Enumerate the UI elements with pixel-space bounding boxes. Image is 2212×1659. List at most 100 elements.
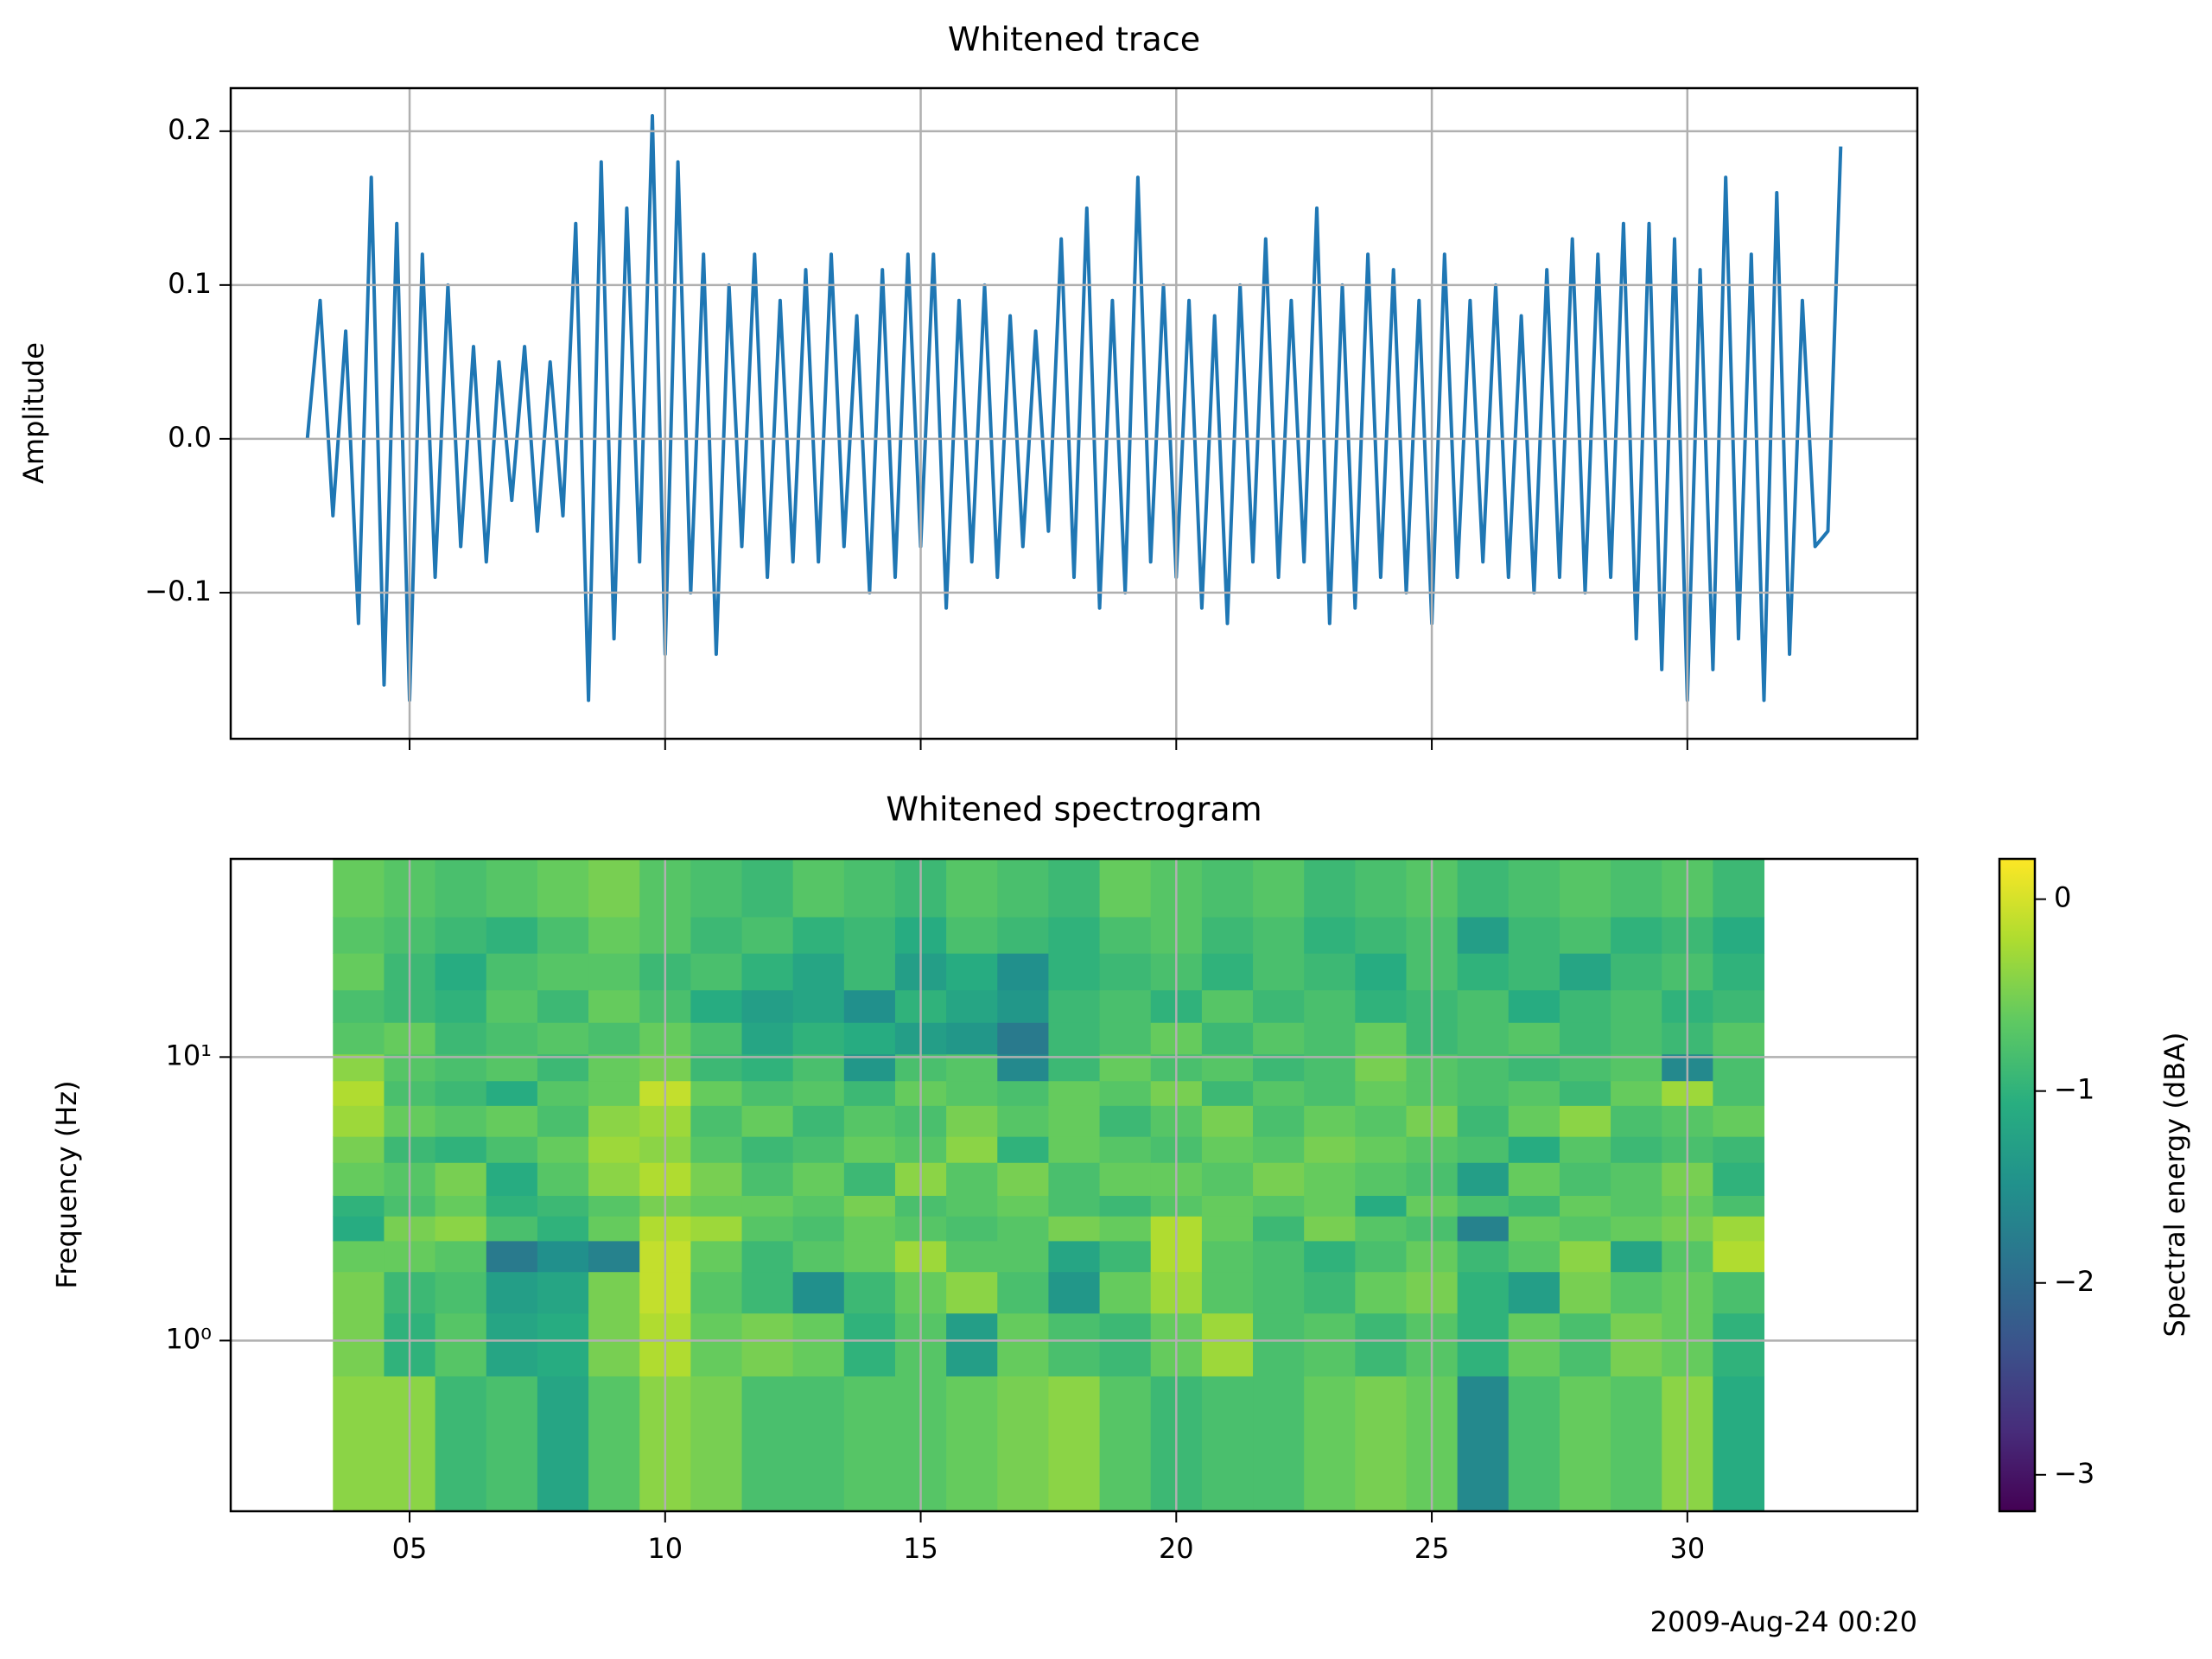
heatmap-cell [1508,1136,1560,1163]
heatmap-cell [1457,1376,1510,1512]
heatmap-cell [435,1136,487,1163]
heatmap-cell [690,1105,743,1137]
heatmap-cell [1048,1105,1101,1137]
heatmap-cell [741,1080,794,1106]
heatmap-cell [1611,989,1662,1023]
heatmap-cell [1508,1080,1560,1106]
heatmap-cell [1201,1195,1254,1217]
heatmap-cell [1559,953,1611,991]
heatmap-cell [690,1271,743,1314]
heatmap-cell [741,953,794,991]
heatmap-cell [843,1080,896,1106]
heatmap-cell [1048,1136,1101,1163]
heatmap-cell [1048,1162,1101,1196]
heatmap-cell [1253,1162,1305,1196]
heatmap-cell [333,1195,385,1217]
heatmap-cell [588,1105,640,1137]
heatmap-cell [1304,1216,1356,1242]
y-tick-label: 0.2 [168,113,212,146]
heatmap-cell [1611,1162,1662,1196]
heatmap-cell [1048,1240,1101,1273]
heatmap-cell [588,1271,640,1314]
heatmap-cell [1304,1240,1356,1273]
heatmap-cell [1048,989,1101,1023]
heatmap-cell [792,1022,845,1055]
heatmap-cell [997,1313,1049,1376]
heatmap-cell [1457,1022,1510,1055]
heatmap-cell [843,1195,896,1217]
heatmap-cell [1201,1376,1254,1512]
heatmap-cell [1457,953,1510,991]
heatmap-cell [1508,1313,1560,1376]
heatmap-cell [1508,1053,1560,1082]
y-axis-label: Amplitude [17,342,50,484]
heatmap-cell [690,1313,743,1376]
colorbar-tick-label: 0 [2054,881,2071,914]
heatmap-cell [997,1053,1049,1082]
heatmap-cell [1099,916,1152,954]
heatmap-cell [1457,916,1510,954]
heatmap-cell [946,1376,998,1512]
heatmap-cell [333,1105,385,1137]
heatmap-cell [1253,1022,1305,1055]
heatmap-cell [1713,953,1765,991]
heatmap-cell [843,1216,896,1242]
heatmap-cell [588,1240,640,1273]
heatmap-cell [1611,1376,1662,1512]
heatmap-cell [1508,1195,1560,1217]
heatmap-cell [741,1195,794,1217]
heatmap-cell [1355,916,1407,954]
heatmap-cell [946,1313,998,1376]
heatmap-cell [997,1136,1049,1163]
heatmap-cell [1559,859,1611,918]
heatmap-cell [1253,1216,1305,1242]
heatmap-cell [1611,859,1662,918]
heatmap-cell [1559,1053,1611,1082]
heatmap-cell [588,1136,640,1163]
heatmap-cell [1713,1216,1765,1242]
heatmap-cell [1559,989,1611,1023]
heatmap-cell [537,1080,589,1106]
heatmap-cell [1508,916,1560,954]
heatmap-cell [486,1022,538,1055]
heatmap-cell [333,1216,385,1242]
x-tick-label: 25 [1414,1532,1450,1565]
heatmap-cell [1201,1053,1254,1082]
heatmap-cell [1508,859,1560,918]
chart-title: Whitened spectrogram [886,791,1262,829]
y-tick-label: 0.0 [168,421,212,454]
heatmap-cell [792,1240,845,1273]
heatmap-cell [946,1080,998,1106]
heatmap-cell [1611,1313,1662,1376]
heatmap-cell [1355,1053,1407,1082]
heatmap-cell [435,1271,487,1314]
heatmap-cell [997,1376,1049,1512]
heatmap-cell [1099,1216,1152,1242]
heatmap-cell [1201,1271,1254,1314]
heatmap-cell [1611,1053,1662,1082]
heatmap-cell [1253,859,1305,918]
heatmap-cell [1253,1240,1305,1273]
colorbar-label: Spectral energy (dBA) [2158,1032,2191,1337]
heatmap-cell [1559,1216,1611,1242]
heatmap-cell [435,916,487,954]
heatmap-cell [741,989,794,1023]
heatmap-cell [537,1105,589,1137]
x-offset-label: 2009-Aug-24 00:20 [1650,1605,1917,1638]
heatmap-cell [1508,1240,1560,1273]
heatmap-cell [690,1216,743,1242]
heatmap-cell [1048,859,1101,918]
heatmap-cell [1304,1376,1356,1512]
heatmap-cell [843,1136,896,1163]
heatmap-cell [537,1136,589,1163]
heatmap-cell [1559,1376,1611,1512]
heatmap-cell [1457,1313,1510,1376]
heatmap-cell [690,1195,743,1217]
heatmap-cell [1304,1313,1356,1376]
heatmap-cell [1099,1053,1152,1082]
heatmap-cell [843,1376,896,1512]
heatmap-cell [1304,1271,1356,1314]
heatmap-cell [690,1136,743,1163]
x-tick-label: 10 [647,1532,683,1565]
